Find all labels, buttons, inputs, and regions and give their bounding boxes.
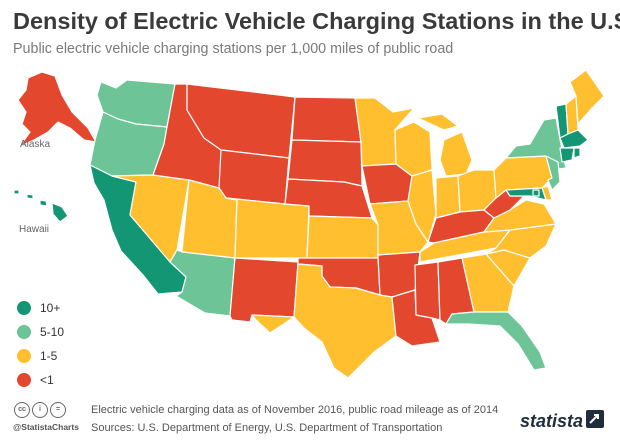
legend-item-10plus: 10+ (17, 296, 64, 320)
state-AK (17, 71, 97, 147)
state-CT (559, 147, 575, 163)
state-MS (414, 261, 441, 321)
statista-logo[interactable]: statista (520, 411, 584, 431)
state-NM (229, 257, 299, 323)
state-ND (291, 96, 362, 143)
alaska-label: Alaska (20, 139, 51, 150)
state-GA (461, 253, 515, 313)
statista-logo-icon (586, 410, 604, 428)
state-KS (306, 215, 379, 259)
legend-swatch (17, 301, 31, 315)
twitter-handle[interactable]: @StatistaCharts (13, 422, 79, 432)
legend-label: <1 (40, 373, 54, 387)
state-RI (573, 147, 581, 159)
state-WY (218, 149, 290, 205)
state-CO (225, 197, 310, 259)
state-ME (569, 69, 605, 125)
page-subtitle: Public electric vehicle charging station… (13, 41, 454, 57)
legend-label: 10+ (40, 301, 61, 315)
state-WI (394, 121, 433, 177)
legend-label: 5-10 (40, 325, 65, 339)
state-AZ (169, 249, 236, 317)
legend-swatch (17, 325, 31, 339)
nd-icon: = (50, 402, 66, 418)
license-icons[interactable]: cc i = (14, 402, 66, 418)
legend-swatch (17, 373, 31, 387)
state-IN (435, 175, 461, 219)
by-icon: i (32, 402, 48, 418)
legend: 10+ 5-10 1-5 <1 (17, 296, 64, 392)
footer: cc i = @StatistaCharts Electric vehicle … (0, 398, 620, 442)
hawaii-label: Hawaii (19, 224, 50, 235)
legend-label: 1-5 (40, 349, 58, 363)
state-NJ (545, 155, 561, 191)
data-note: Electric vehicle charging data as of Nov… (91, 404, 499, 416)
legend-item-less-1: <1 (17, 368, 64, 392)
legend-swatch (17, 349, 31, 363)
cc-icon: cc (14, 402, 30, 418)
state-FL (445, 311, 547, 371)
legend-item-1-5: 1-5 (17, 344, 64, 368)
legend-item-5-10: 5-10 (17, 320, 64, 344)
source-note: Sources: U.S. Department of Energy, U.S.… (91, 422, 443, 434)
state-DC (532, 189, 540, 197)
us-map (13, 69, 605, 379)
state-HI (13, 189, 69, 223)
page-title: Density of Electric Vehicle Charging Sta… (13, 8, 620, 34)
